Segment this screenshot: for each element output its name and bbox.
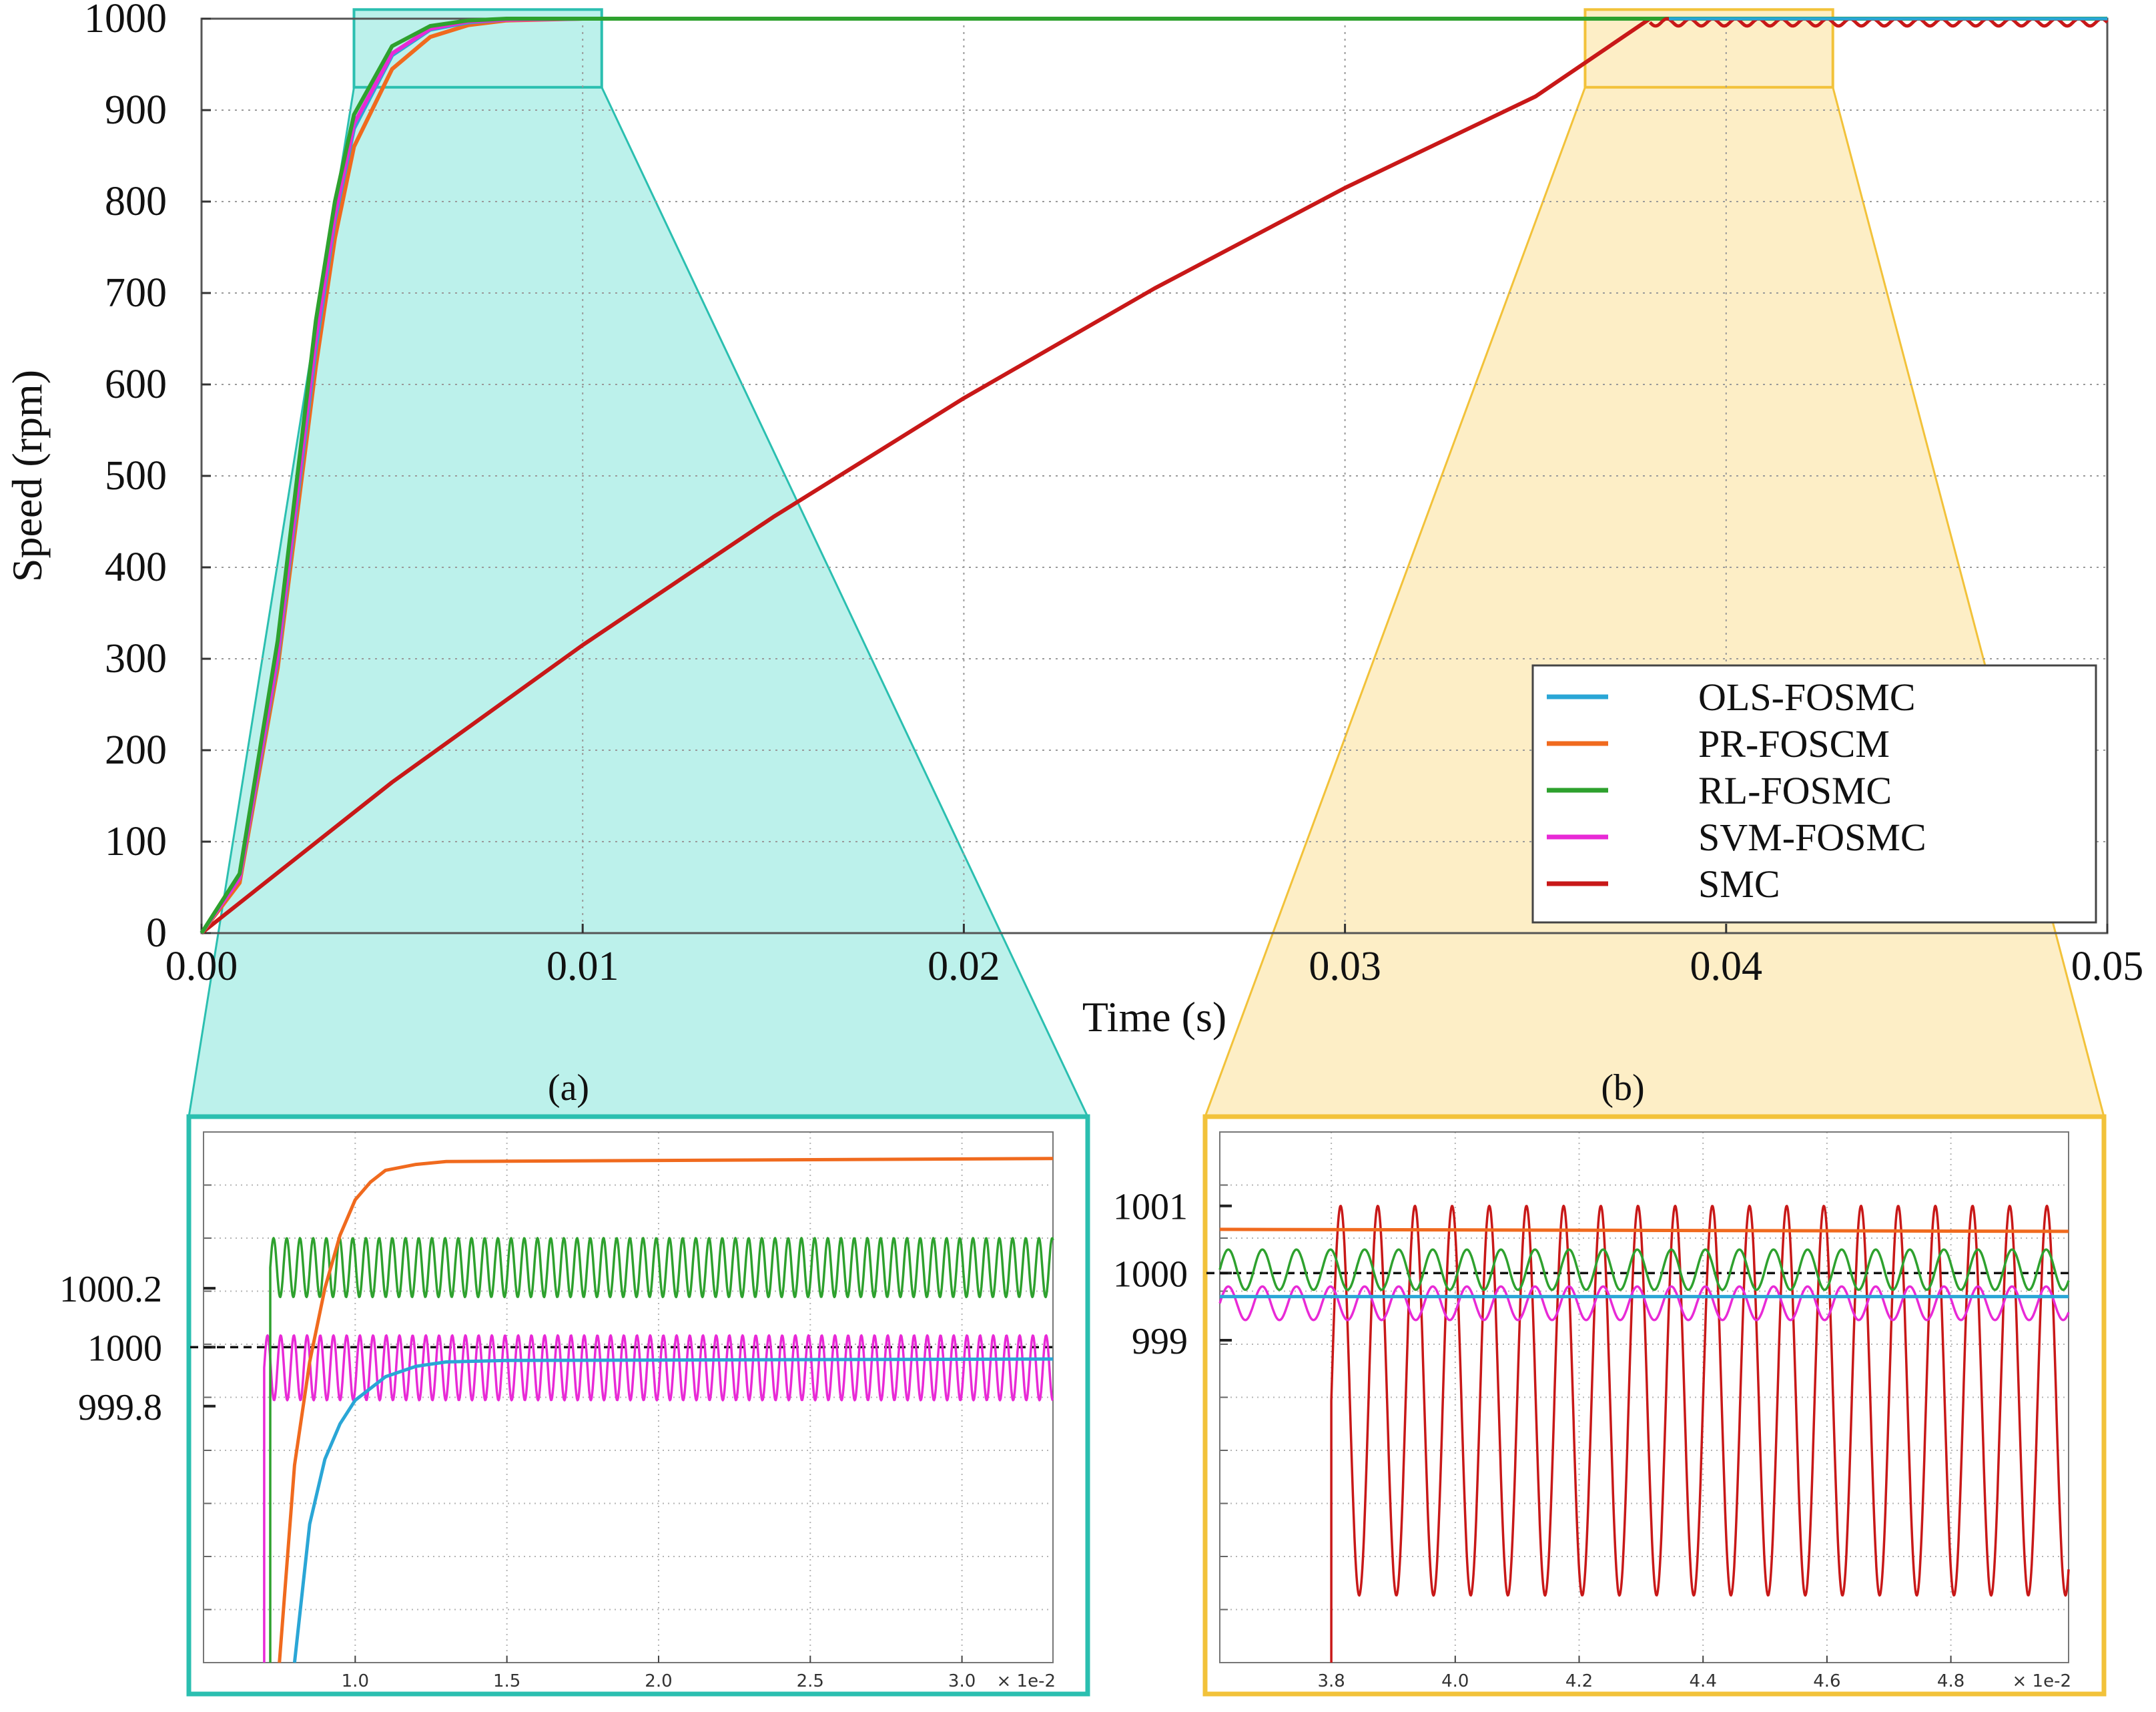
legend-label: RL-FOSMC xyxy=(1698,769,1892,812)
legend-label: SVM-FOSMC xyxy=(1698,816,1926,859)
inset-x-tick-label: 3.8 xyxy=(1317,1671,1345,1691)
inset-x-unit: × 1e-2 xyxy=(996,1671,1056,1691)
y-tick-label: 100 xyxy=(105,819,167,864)
inset-x-tick-label: 2.0 xyxy=(645,1671,672,1691)
y-tick-label: 600 xyxy=(105,362,167,407)
x-tick-label: 0.01 xyxy=(547,944,619,989)
inset-y-tick-label: 1001 xyxy=(1113,1187,1188,1228)
inset-a-series-rl-fosmc xyxy=(269,1237,1054,1663)
inset-x-tick-label: 1.5 xyxy=(493,1671,520,1691)
inset-x-tick-label: 4.8 xyxy=(1937,1671,1964,1691)
y-tick-label: 900 xyxy=(105,87,167,133)
inset-x-tick-label: 1.0 xyxy=(342,1671,369,1691)
inset-y-tick-label: 999.8 xyxy=(78,1387,162,1428)
inset-b-series-svm-fosmc xyxy=(1218,1285,2070,1322)
inset-b-series-pr-foscm xyxy=(1219,1227,2069,1233)
inset-y-tick-label: 1000 xyxy=(87,1328,162,1369)
inset-chart-a: 1.0 1.5 2.0 2.5 3.0 × 1e-2 1000.2 1000 999.8 xyxy=(59,1114,1090,1697)
inset-a-series-ols-fosmc xyxy=(292,1357,1054,1663)
x-tick-label: 0.00 xyxy=(165,944,238,989)
inset-y-tick-label: 1000.2 xyxy=(59,1269,162,1310)
inset-plot-frame xyxy=(1219,1131,2069,1663)
y-tick-label: 0 xyxy=(146,910,167,956)
legend-box xyxy=(1531,664,2097,924)
x-tick-label: 0.04 xyxy=(1690,944,1763,989)
y-tick-label: 700 xyxy=(105,270,167,316)
inset-x-tick-label: 4.4 xyxy=(1690,1671,1717,1691)
inset-b-series-rl-fosmc xyxy=(1218,1248,2070,1292)
legend-label: PR-FOSCM xyxy=(1698,722,1890,766)
inset-a-series-pr-foscm xyxy=(278,1157,1054,1663)
y-axis-label: Speed (rpm) xyxy=(3,370,51,582)
inset-frame xyxy=(1202,1114,2107,1697)
inset-x-tick-label: 3.0 xyxy=(948,1671,976,1691)
legend-label: SMC xyxy=(1698,862,1780,906)
inset-y-tick-label: 999 xyxy=(1132,1321,1188,1362)
y-tick-label: 200 xyxy=(105,728,167,773)
inset-a-series-svm-fosmc xyxy=(263,1334,1054,1663)
inset-x-unit: × 1e-2 xyxy=(2012,1671,2071,1691)
x-axis-label: Time (s) xyxy=(1082,993,1226,1041)
inset-b-series-smc xyxy=(1330,1204,2070,1663)
y-tick-label: 300 xyxy=(105,636,167,681)
legend-label: OLS-FOSMC xyxy=(1698,675,1916,719)
inset-x-tick-label: 2.5 xyxy=(797,1671,824,1691)
main-chart: 0.00 0.01 0.02 0.03 0.04 0.05 0 100 200 300 400 500… xyxy=(3,0,2144,1118)
x-tick-label: 0.05 xyxy=(2071,944,2144,989)
inset-x-tick-label: 4.0 xyxy=(1441,1671,1469,1691)
series-line-rl-fosmc xyxy=(200,17,2107,934)
y-tick-label: 400 xyxy=(105,545,167,590)
inset-x-tick-label: 4.6 xyxy=(1813,1671,1840,1691)
x-tick-label: 0.02 xyxy=(928,944,1000,989)
inset-chart-b: 3.8 4.0 4.2 4.4 4.6 4.8 × 1e-2 1001 1000 999 xyxy=(1113,1114,2107,1697)
y-tick-label: 800 xyxy=(105,179,167,224)
inset-x-tick-label: 4.2 xyxy=(1565,1671,1593,1691)
panel-label-a: (a) xyxy=(548,1067,589,1109)
x-tick-label: 0.03 xyxy=(1309,944,1381,989)
series-line-smc xyxy=(200,17,2107,935)
panel-label-b: (b) xyxy=(1601,1067,1644,1109)
inset-y-tick-label: 1000 xyxy=(1113,1253,1188,1295)
y-tick-label: 1000 xyxy=(84,0,167,41)
y-tick-label: 500 xyxy=(105,453,167,499)
inset-frame xyxy=(186,1114,1090,1697)
